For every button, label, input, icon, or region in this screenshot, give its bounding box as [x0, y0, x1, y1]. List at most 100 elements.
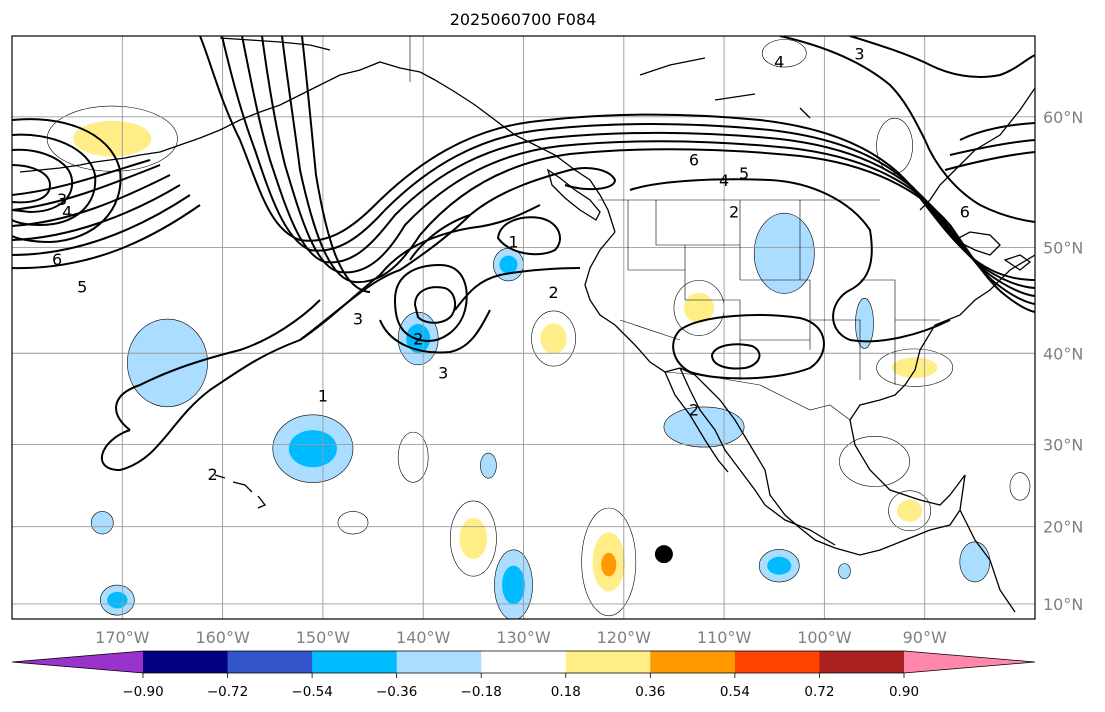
- contour-label: 3: [353, 309, 363, 328]
- contour-label: 3: [438, 363, 448, 382]
- hawaii: [214, 474, 267, 509]
- anomaly-region: [480, 452, 497, 479]
- contour-1-loop: [379, 267, 581, 354]
- great-lakes: [953, 231, 1032, 271]
- anomaly-region: [1009, 472, 1031, 501]
- contour-label: 4: [719, 171, 729, 190]
- lat-tick-label: 30°N: [1043, 435, 1083, 454]
- latitude-tick-labels: 60°N 50°N 40°N 30°N 20°N 10°N: [1043, 108, 1083, 614]
- colorbar-segment: [143, 651, 229, 673]
- lon-tick-label: 110°W: [697, 628, 752, 647]
- aleutian-chain: [19, 154, 141, 173]
- jet-contour-4: [12, 36, 1035, 305]
- gridlines: [12, 36, 1035, 619]
- contour-label: 2: [729, 203, 739, 222]
- anomaly-region: [839, 436, 910, 487]
- map-frame: [11, 35, 1036, 620]
- map-title: 2025060700 F084: [450, 10, 597, 29]
- anomaly-region: [959, 541, 991, 583]
- anomaly-core: [459, 517, 488, 560]
- lat-tick-label: 40°N: [1043, 344, 1083, 363]
- colorbar-tick-label: 0.90: [889, 684, 919, 700]
- anomaly-region: [90, 511, 114, 535]
- greenland-edge: [639, 57, 811, 119]
- anomaly-region: [761, 39, 807, 68]
- anomaly-region: [127, 318, 208, 408]
- colorbar-over-extension: [904, 651, 1035, 673]
- jet-contour-6: [12, 36, 371, 293]
- colorbar-tick-label: −0.36: [376, 684, 417, 700]
- anomaly-shading: [46, 39, 1031, 619]
- aleutian-low-rings: [12, 118, 122, 244]
- anomaly-core: [891, 357, 938, 379]
- colorbar-segment: [227, 651, 313, 673]
- anomaly-peak: [601, 552, 617, 577]
- lon-tick-label: 120°W: [597, 628, 652, 647]
- colorbar-tick-label: −0.54: [291, 684, 332, 700]
- contour-label: 4: [62, 203, 72, 222]
- anomaly-core: [107, 591, 128, 609]
- alaska-coast: [139, 37, 421, 156]
- contour-desert-low: [672, 314, 825, 380]
- contour-label: 2: [548, 283, 558, 302]
- colorbar-segment: [819, 651, 905, 673]
- anomaly-core: [288, 430, 337, 468]
- contour-3-closed-west: [413, 286, 457, 324]
- contour-low-pacific: [299, 167, 617, 341]
- height-contours: [12, 36, 1035, 472]
- anomaly-region: [663, 406, 745, 448]
- anomaly-core: [767, 556, 792, 575]
- contour-label: 3: [854, 44, 864, 63]
- contour-plains-loop: [629, 178, 951, 343]
- anomaly-core: [499, 255, 518, 274]
- lon-tick-label: 140°W: [396, 628, 451, 647]
- contour-label: 2: [207, 465, 217, 484]
- anomaly-region: [838, 563, 851, 579]
- anomaly-core: [502, 565, 525, 605]
- longitude-tick-labels: 170°W 160°W 150°W 140°W 130°W 120°W 110°W 100°W…: [95, 628, 947, 647]
- contour-label: 6: [52, 250, 62, 269]
- anomaly-core: [896, 499, 923, 522]
- colorbar-segment: [481, 651, 567, 673]
- anomaly-core: [73, 120, 152, 157]
- central-america: [764, 504, 1016, 613]
- contour-label: 6: [960, 203, 970, 222]
- colorbar-tick-label: 0.72: [804, 684, 834, 700]
- lon-tick-label: 100°W: [797, 628, 852, 647]
- contour-label: 2: [689, 400, 699, 419]
- vancouver-island: [546, 168, 601, 221]
- colorbar-tick-label: 0.36: [635, 684, 665, 700]
- contour-label: 5: [77, 278, 87, 297]
- lat-tick-label: 10°N: [1043, 595, 1083, 614]
- anomaly-region: [876, 117, 913, 174]
- colorbar-under-extension: [12, 651, 143, 673]
- colorbar-tick-label: −0.72: [207, 684, 248, 700]
- contour-label: 4: [774, 53, 784, 72]
- lon-tick-label: 170°W: [95, 628, 150, 647]
- jet-contour-5: [12, 36, 1035, 313]
- lat-tick-label: 60°N: [1043, 108, 1083, 127]
- contour-label: 2: [413, 330, 423, 349]
- anomaly-region: [337, 511, 369, 535]
- contour-2-desert: [710, 343, 761, 370]
- colorbar-segment: [565, 651, 651, 673]
- contour-1-outer-low: [379, 204, 541, 276]
- anomaly-core: [540, 323, 567, 354]
- lon-tick-label: 90°W: [903, 628, 947, 647]
- colorbar-segment: [312, 651, 398, 673]
- contour-label: 3: [57, 190, 67, 209]
- jet-contour-1: [12, 36, 1035, 281]
- lat-tick-label: 20°N: [1043, 518, 1083, 537]
- colorbar-segment: [650, 651, 736, 673]
- lon-tick-label: 160°W: [195, 628, 250, 647]
- contour-label: 1: [508, 233, 518, 252]
- contour-2-closed-east: [496, 216, 561, 256]
- lon-tick-label: 150°W: [296, 628, 351, 647]
- baja-peninsula: [664, 371, 729, 473]
- us-canada-border: [409, 36, 880, 201]
- coastlines: [19, 37, 1035, 613]
- location-marker: [654, 545, 673, 564]
